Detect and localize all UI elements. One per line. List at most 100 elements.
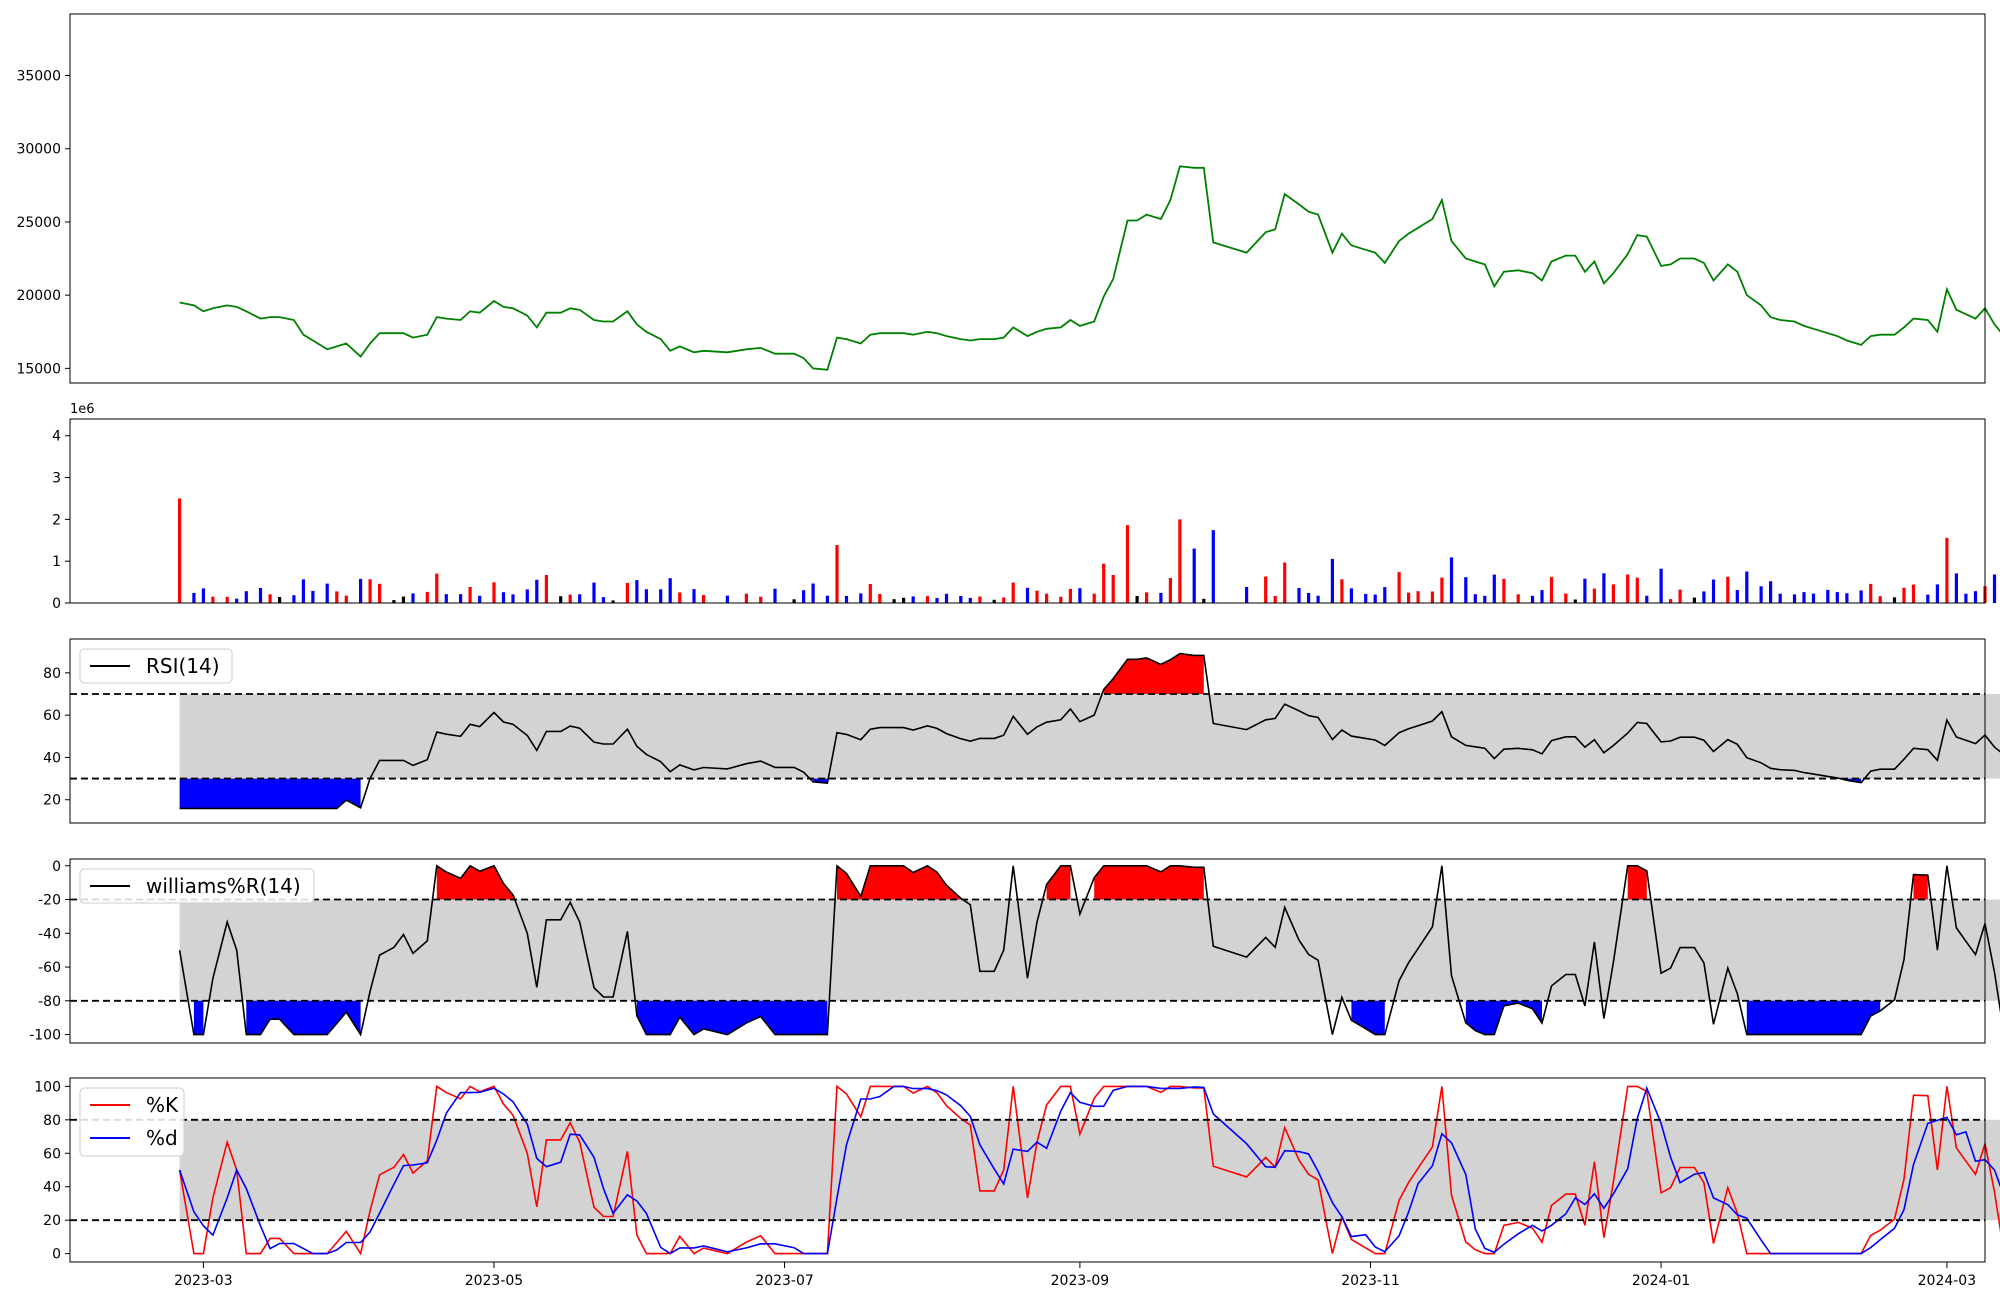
volume-bar [835, 545, 839, 603]
volume-bar [425, 591, 429, 603]
price-line [179, 165, 2000, 371]
volume-bar [1483, 595, 1487, 603]
volume-bar [459, 594, 463, 603]
volume-bar [844, 595, 849, 603]
ytick-label: 40 [43, 1180, 61, 1196]
ytick-label: 0 [52, 859, 61, 875]
volume-bar [1092, 593, 1096, 603]
volume-bar [1516, 594, 1520, 603]
ytick-label: 100 [34, 1079, 61, 1095]
volume-bar [201, 588, 205, 603]
xtick-label: 2023-05 [465, 1273, 524, 1289]
panel-stoch: 0 20 40 60 80 100 %K %d [34, 1077, 2000, 1263]
ytick-label: 60 [43, 1146, 61, 1162]
volume-bar [1954, 573, 1958, 603]
volume-bar [325, 583, 329, 603]
ytick-label: 4 [52, 429, 61, 445]
xtick-label: 2023-07 [755, 1273, 814, 1289]
volume-bar [968, 597, 972, 603]
volume-bar [1492, 574, 1496, 603]
volume-bar [644, 589, 648, 603]
williams-overbought-fill [436, 865, 513, 900]
williams-line [178, 864, 2000, 1037]
volume-bar [1669, 599, 1673, 603]
volume-bar [1145, 592, 1149, 603]
volume-bar [535, 579, 539, 603]
volume-bar [1464, 577, 1468, 603]
volume-bar [1011, 582, 1015, 603]
volume-bar [225, 596, 229, 603]
axes-frame [69, 638, 1986, 824]
volume-bar [1964, 593, 1968, 603]
ytick-label: 20000 [16, 288, 61, 304]
volume-bar [1192, 548, 1196, 603]
volume-bar [1564, 593, 1568, 603]
volume-bar [1383, 587, 1387, 603]
volume-bar [1125, 525, 1130, 603]
volume-bar [1178, 519, 1182, 603]
volume-bar [1330, 558, 1334, 603]
ytick-label: 20 [43, 1213, 61, 1229]
ytick-label: 3 [52, 471, 61, 487]
volume-bar [1926, 594, 1930, 603]
ytick-label: 1 [52, 554, 61, 570]
volume-bar [1045, 593, 1049, 603]
ytick-label: 80 [43, 1113, 61, 1129]
volume-bar [435, 573, 439, 603]
volume-bar [902, 597, 906, 603]
volume-bar [611, 600, 615, 603]
ytick-label: -40 [38, 926, 61, 942]
volume-bar [392, 600, 396, 603]
volume-bar [1735, 590, 1739, 603]
volume-bar [1364, 593, 1368, 603]
volume-bar [1264, 576, 1268, 603]
volume-bar [1540, 590, 1544, 603]
volume-bar [1168, 578, 1172, 603]
volume-bar [592, 582, 596, 603]
volume-bar [1111, 575, 1115, 603]
volume-bar [992, 599, 996, 603]
volume-bar [911, 596, 915, 603]
volume-bar [635, 580, 639, 603]
panel-price: 15000 20000 25000 30000 35000 [16, 13, 2000, 384]
volume-bar [511, 594, 515, 603]
volume-bar [1035, 590, 1039, 603]
volume-bar [311, 590, 315, 603]
volume-bar [568, 594, 572, 603]
williams-overbought-fill [1913, 874, 1928, 900]
volume-bar [368, 579, 372, 603]
volume-bar [1297, 587, 1301, 603]
xtick-label: 2024-03 [1918, 1273, 1977, 1289]
volume-bar [1211, 530, 1215, 603]
volume-bar [211, 596, 215, 603]
volume-bar [1078, 588, 1082, 603]
volume-bar [244, 591, 248, 603]
ytick-label: 80 [43, 666, 61, 682]
williams-oversold-fill [636, 1000, 828, 1035]
volume-bar [1626, 574, 1630, 603]
williams-overbought-fill [1627, 865, 1647, 900]
volume-bar [925, 596, 930, 603]
volume-bar [1845, 593, 1849, 603]
volume-bar [1549, 577, 1554, 603]
volume-bar [935, 598, 939, 603]
volume-bar [559, 596, 563, 603]
ytick-label: 30000 [16, 142, 61, 158]
volume-bar [1159, 592, 1163, 603]
volume-bar [1802, 592, 1806, 603]
volume-bar [1635, 577, 1639, 603]
axes-frame [69, 1077, 1986, 1263]
williams-legend: williams%R(14) [79, 868, 315, 904]
volume-bar [1792, 594, 1797, 603]
xtick-label: 2023-03 [174, 1273, 233, 1289]
axes-frame [69, 418, 1986, 604]
volume-bar [401, 596, 406, 603]
volume-bar [659, 589, 663, 603]
volume-bar [1973, 591, 1978, 603]
volume-bar [601, 597, 606, 603]
stoch-d-line [178, 1085, 2000, 1255]
volume-bar [725, 595, 729, 603]
stoch-legend: %K %d [79, 1087, 185, 1157]
williams-overbought-fill [1094, 865, 1204, 900]
